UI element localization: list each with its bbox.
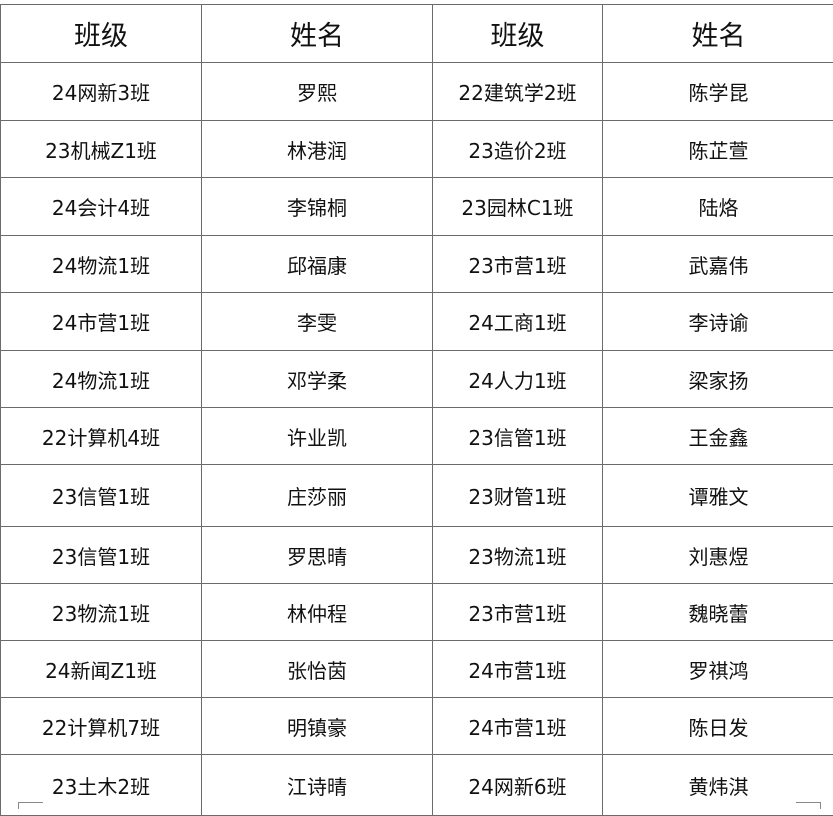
class-cell: 23信管1班 <box>433 408 603 465</box>
class-cell: 23市营1班 <box>433 236 603 293</box>
class-cell: 23财管1班 <box>433 465 603 527</box>
class-cell: 24市营1班 <box>1 293 202 351</box>
name-cell: 梁家扬 <box>603 351 833 408</box>
class-cell: 23市营1班 <box>433 584 603 641</box>
name-cell: 谭雅文 <box>603 465 833 527</box>
class-cell: 23物流1班 <box>433 527 603 584</box>
name-cell: 李雯 <box>202 293 433 351</box>
class-cell: 23信管1班 <box>1 527 202 584</box>
class-cell: 22建筑学2班 <box>433 63 603 121</box>
class-cell: 24网新6班 <box>433 755 603 816</box>
header-name: 姓名 <box>202 5 433 63</box>
class-cell: 24市营1班 <box>433 641 603 698</box>
name-cell: 李诗谕 <box>603 293 833 351</box>
header-name: 姓名 <box>603 5 833 63</box>
class-cell: 23机械Z1班 <box>1 121 202 178</box>
header-class: 班级 <box>433 5 603 63</box>
page-corner-mark <box>18 802 43 809</box>
class-cell: 24物流1班 <box>1 351 202 408</box>
name-cell: 邓学柔 <box>202 351 433 408</box>
class-cell: 24人力1班 <box>433 351 603 408</box>
name-cell: 刘惠煜 <box>603 527 833 584</box>
name-cell: 李锦桐 <box>202 178 433 236</box>
name-cell: 罗祺鸿 <box>603 641 833 698</box>
name-cell: 庄莎丽 <box>202 465 433 527</box>
class-cell: 22计算机7班 <box>1 698 202 755</box>
name-cell: 罗熙 <box>202 63 433 121</box>
name-cell: 许业凯 <box>202 408 433 465</box>
header-class: 班级 <box>1 5 202 63</box>
class-cell: 22计算机4班 <box>1 408 202 465</box>
name-cell: 陈芷萱 <box>603 121 833 178</box>
name-cell: 罗思晴 <box>202 527 433 584</box>
class-cell: 23信管1班 <box>1 465 202 527</box>
name-cell: 魏晓蕾 <box>603 584 833 641</box>
name-cell: 陆烙 <box>603 178 833 236</box>
name-cell: 林仲程 <box>202 584 433 641</box>
header-row: 班级 姓名 班级 姓名 <box>1 5 833 63</box>
class-cell: 24市营1班 <box>433 698 603 755</box>
class-cell: 23造价2班 <box>433 121 603 178</box>
name-cell: 陈日发 <box>603 698 833 755</box>
class-cell: 24物流1班 <box>1 236 202 293</box>
class-cell: 23物流1班 <box>1 584 202 641</box>
name-cell: 武嘉伟 <box>603 236 833 293</box>
class-cell: 24网新3班 <box>1 63 202 121</box>
name-cell: 江诗晴 <box>202 755 433 816</box>
class-cell: 23园林C1班 <box>433 178 603 236</box>
page-corner-mark <box>796 802 821 809</box>
name-cell: 明镇豪 <box>202 698 433 755</box>
name-cell: 林港润 <box>202 121 433 178</box>
class-cell: 24工商1班 <box>433 293 603 351</box>
class-cell: 24会计4班 <box>1 178 202 236</box>
class-cell: 24新闻Z1班 <box>1 641 202 698</box>
name-cell: 陈学昆 <box>603 63 833 121</box>
name-cell: 张怡茵 <box>202 641 433 698</box>
name-cell: 邱福康 <box>202 236 433 293</box>
name-cell: 王金鑫 <box>603 408 833 465</box>
